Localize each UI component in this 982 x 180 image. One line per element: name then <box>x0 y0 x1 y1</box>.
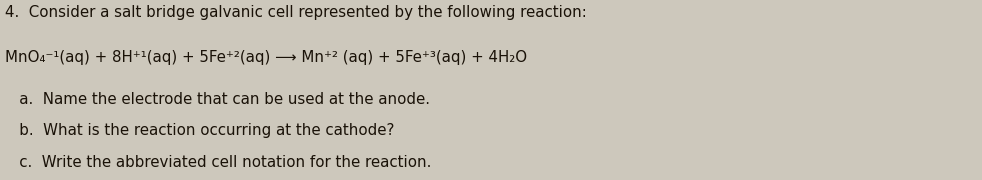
Text: a.  Name the electrode that can be used at the anode.: a. Name the electrode that can be used a… <box>5 92 430 107</box>
Text: c.  Write the abbreviated cell notation for the reaction.: c. Write the abbreviated cell notation f… <box>5 155 431 170</box>
Text: b.  What is the reaction occurring at the cathode?: b. What is the reaction occurring at the… <box>5 123 395 138</box>
Text: 4.  Consider a salt bridge galvanic cell represented by the following reaction:: 4. Consider a salt bridge galvanic cell … <box>5 5 586 20</box>
Text: MnO₄⁻¹(aq) + 8H⁺¹(aq) + 5Fe⁺²(aq) ⟶ Mn⁺² (aq) + 5Fe⁺³(aq) + 4H₂O: MnO₄⁻¹(aq) + 8H⁺¹(aq) + 5Fe⁺²(aq) ⟶ Mn⁺²… <box>5 50 527 65</box>
